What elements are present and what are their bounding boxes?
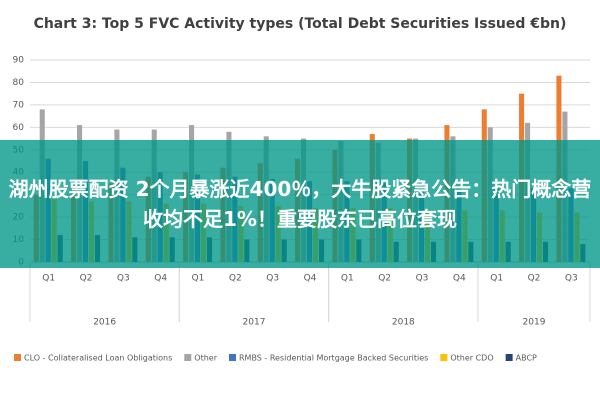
legend-swatch (14, 354, 21, 361)
legend-swatch (505, 354, 513, 361)
legend-label: Other CDO (450, 354, 493, 363)
legend-label: CLO - Collateralised Loan Obligations (24, 354, 172, 363)
x-tick-label: Q1 (341, 274, 354, 284)
x-tick-label: Q2 (80, 274, 93, 284)
y-tick-label: 70 (13, 100, 25, 110)
y-tick-label: 80 (13, 78, 25, 88)
x-tick-label: Q2 (229, 274, 242, 284)
x-tick-label: Q4 (304, 274, 317, 284)
x-tick-label: Q3 (565, 274, 578, 284)
x-tick-label: Q4 (453, 274, 466, 284)
chart-title: Chart 3: Top 5 FVC Activity types (Total… (34, 16, 567, 32)
legend-label: RMBS - Residential Mortgage Backed Secur… (239, 354, 428, 363)
y-tick-label: 90 (13, 56, 25, 66)
x-tick-label: Q1 (192, 274, 205, 284)
legend-swatch (184, 354, 192, 361)
x-group-label: 2018 (392, 318, 415, 328)
x-group-label: 2016 (93, 318, 116, 328)
x-group-label: 2017 (243, 318, 266, 328)
x-tick-label: Q2 (528, 274, 541, 284)
x-tick-label: Q4 (154, 274, 167, 284)
x-tick-label: Q3 (117, 274, 130, 284)
overlay-banner[interactable]: 湖州股票配资 2个月暴涨近400％，大牛股紧急公告：热门概念营收均不足1%！重要… (0, 140, 600, 268)
x-tick-label: Q3 (266, 274, 279, 284)
x-tick-label: Q2 (378, 274, 391, 284)
x-tick-label: Q1 (490, 274, 503, 284)
overlay-text[interactable]: 湖州股票配资 2个月暴涨近400％，大牛股紧急公告：热门概念营收均不足1%！重要… (8, 177, 592, 231)
legend-swatch (229, 354, 236, 361)
y-tick-label: 60 (13, 123, 25, 133)
legend-label: ABCP (516, 354, 537, 363)
x-tick-label: Q1 (42, 274, 55, 284)
legend-swatch (440, 354, 448, 361)
legend-label: Other (194, 354, 217, 363)
x-group-label: 2019 (523, 318, 546, 328)
x-tick-label: Q3 (416, 274, 429, 284)
